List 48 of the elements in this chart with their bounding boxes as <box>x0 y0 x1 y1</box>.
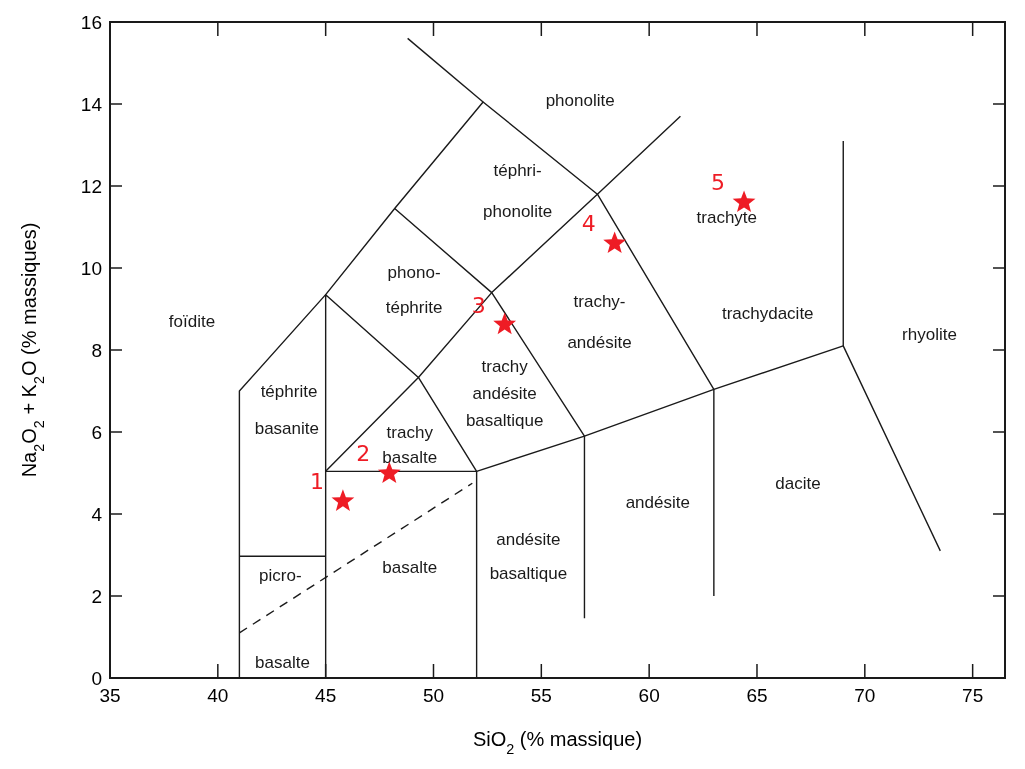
annotation: picro- <box>259 566 302 586</box>
annotation: basanite <box>254 418 319 438</box>
annotation: téphrite <box>260 381 318 401</box>
annotation: 4 <box>581 211 596 237</box>
annotation: basalte <box>382 558 438 578</box>
y-tick-label: 14 <box>80 93 103 115</box>
y-tick-label: 4 <box>91 503 103 525</box>
annotation: basalte <box>382 447 438 467</box>
annotation: 5 <box>711 170 726 196</box>
x-tick-label: 50 <box>422 685 445 706</box>
x-tick-label: 65 <box>746 685 768 706</box>
annotation: phonolite <box>483 201 553 221</box>
annotation: trachy <box>481 357 529 377</box>
annotation: basaltique <box>465 410 544 430</box>
annotation: andésite <box>496 529 561 549</box>
annotation: basaltique <box>489 564 568 584</box>
y-tick-label: 16 <box>80 11 102 33</box>
annotation: andésite <box>625 492 690 512</box>
annotation: basalte <box>255 652 310 672</box>
x-tick-label: 45 <box>315 685 337 706</box>
y-tick-label: 2 <box>91 585 102 607</box>
annotation: 1 <box>309 469 324 495</box>
annotation: téphri- <box>493 160 542 180</box>
y-tick-label: 12 <box>80 175 102 197</box>
annotation: andésite <box>567 332 632 352</box>
x-tick-label: 55 <box>530 685 552 706</box>
annotation: foïdite <box>168 312 216 332</box>
x-tick-label: 35 <box>99 685 121 706</box>
annotation: rhyolite <box>902 324 957 344</box>
y-tick-label: 6 <box>91 421 102 443</box>
annotation: trachy <box>386 422 434 442</box>
x-tick-label: 75 <box>962 685 984 706</box>
y-tick-label: 0 <box>91 667 102 689</box>
annotation: téphrite <box>385 297 443 317</box>
annotation: trachyte <box>696 207 758 227</box>
x-tick-label: 60 <box>638 685 660 706</box>
x-tick-label: 70 <box>854 685 876 706</box>
annotation: trachy- <box>573 291 626 311</box>
annotation: andésite <box>472 384 537 403</box>
annotation: trachydacite <box>721 304 814 324</box>
y-tick-label: 8 <box>91 339 102 361</box>
y-tick-label: 10 <box>80 257 102 279</box>
annotation: phono- <box>387 263 441 283</box>
annotation: dacite <box>775 474 821 494</box>
x-tick-label: 40 <box>207 685 229 706</box>
annotation: 2 <box>356 441 371 467</box>
annotation: phonolite <box>545 90 615 110</box>
x-axis-title: SiO$_{2}$ (% massique) <box>472 728 643 757</box>
